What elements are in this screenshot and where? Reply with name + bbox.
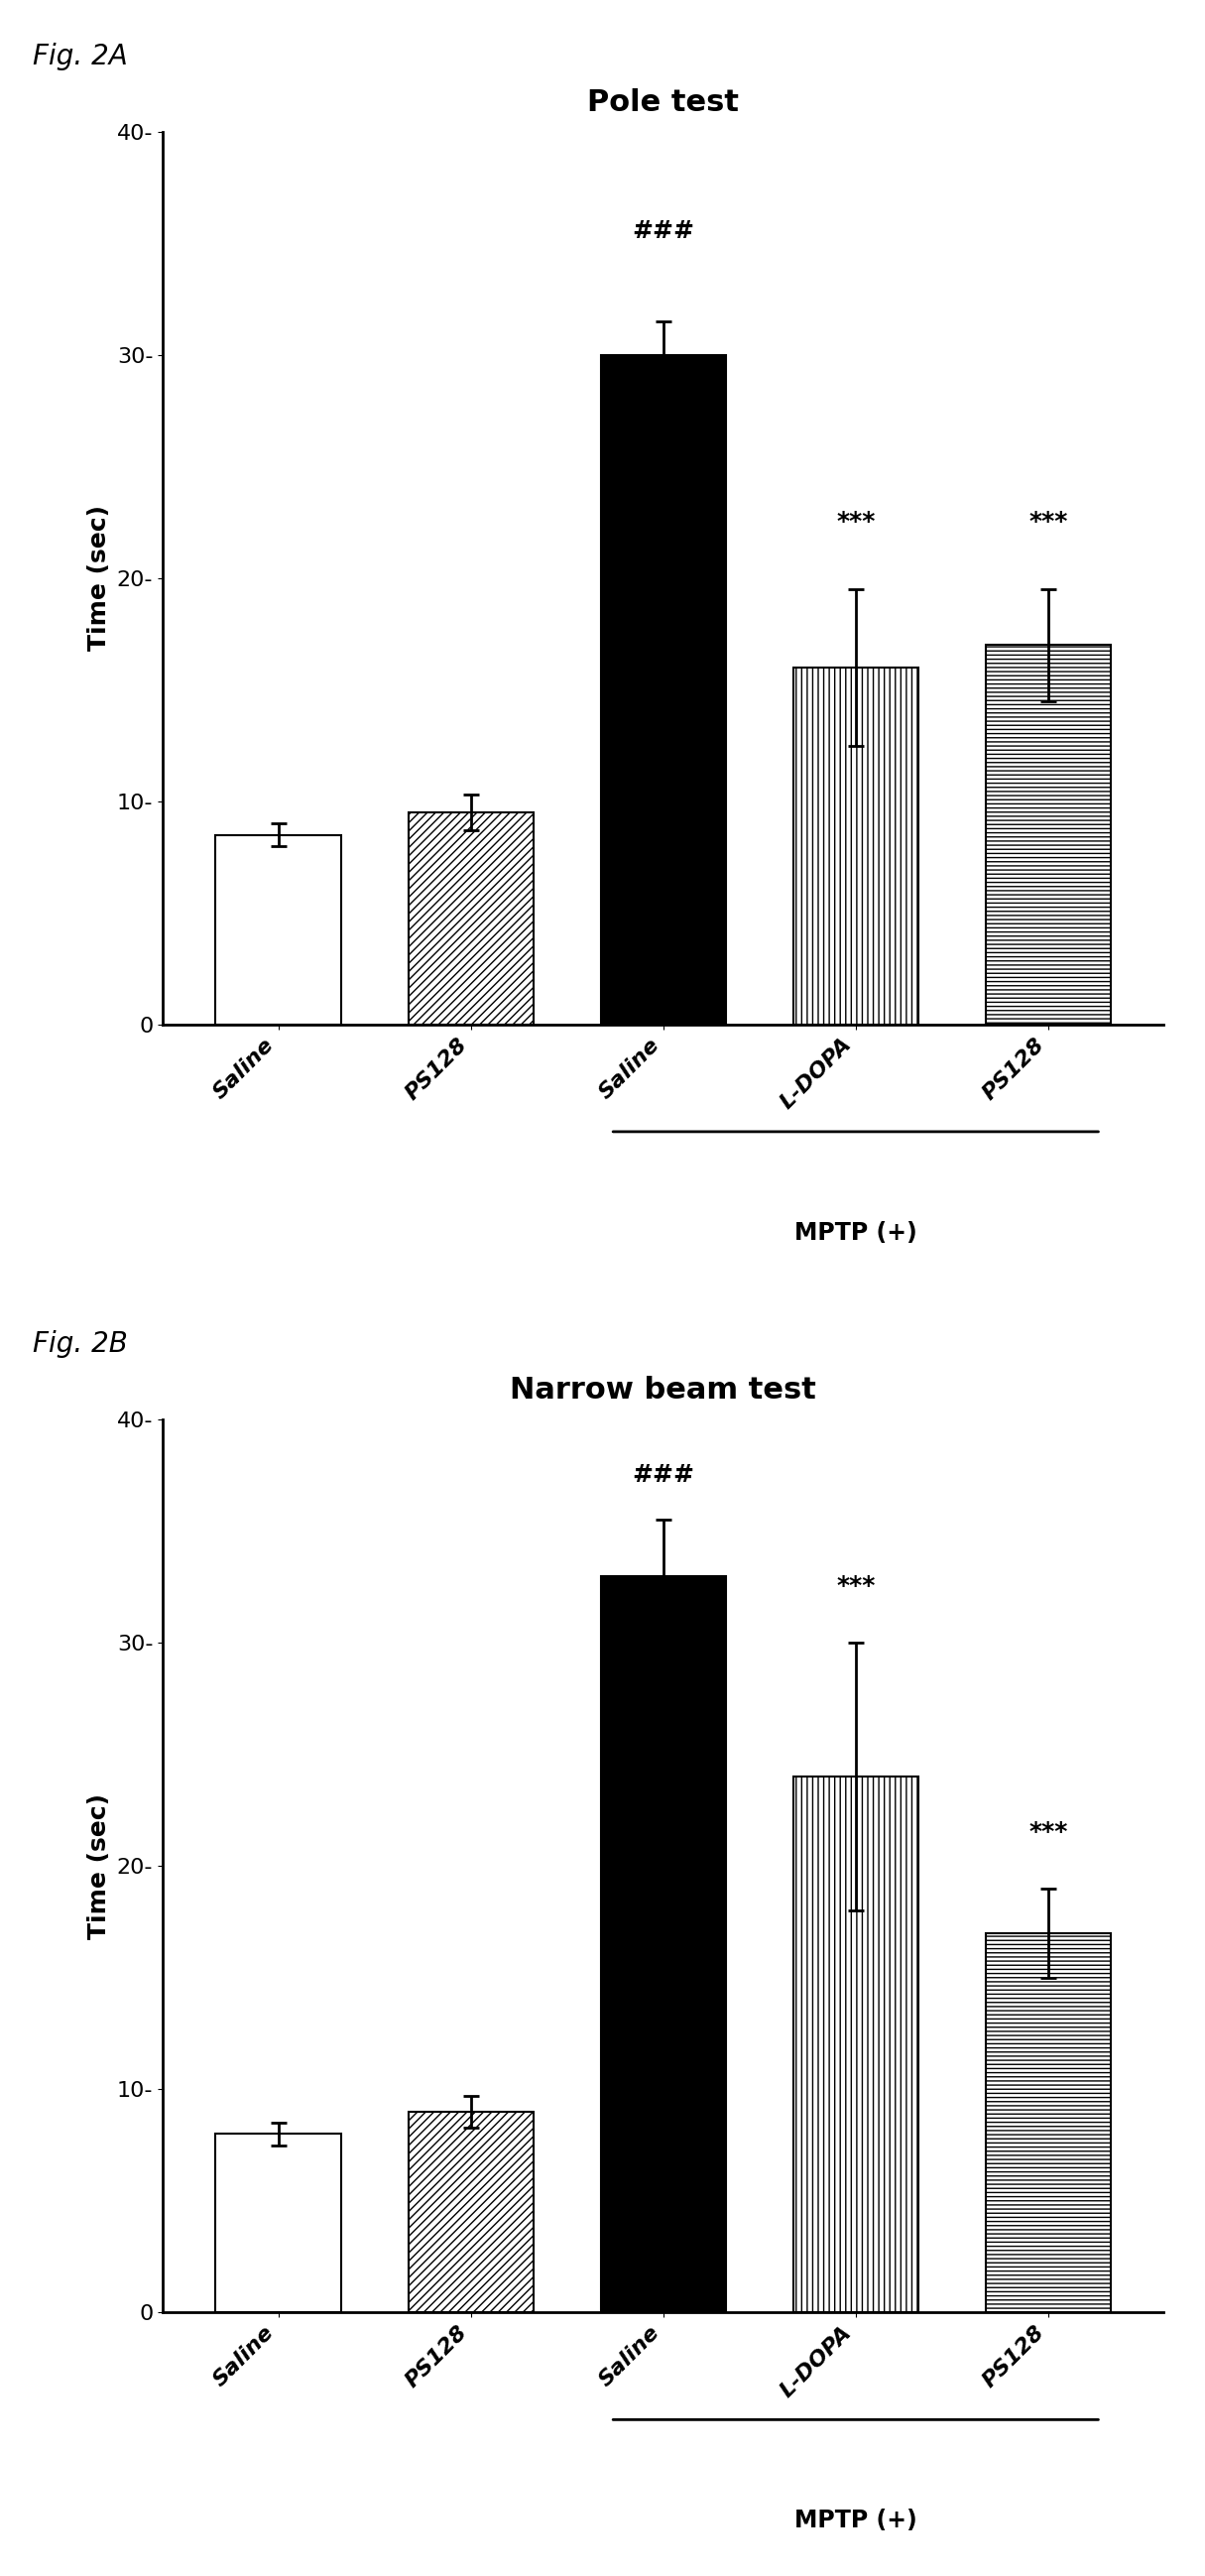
- Bar: [408, 811, 534, 1025]
- Text: MPTP (+): MPTP (+): [794, 2509, 917, 2532]
- Bar: [793, 1777, 918, 2313]
- Bar: [600, 355, 725, 1025]
- Title: Pole test: Pole test: [587, 88, 739, 116]
- Y-axis label: Time (sec): Time (sec): [88, 1793, 111, 1940]
- Y-axis label: Time (sec): Time (sec): [88, 505, 111, 652]
- Text: ###: ###: [631, 219, 694, 242]
- Text: Fig. 2A: Fig. 2A: [33, 41, 128, 70]
- Bar: [986, 644, 1111, 1025]
- Text: ***: ***: [836, 1574, 875, 1597]
- Bar: [793, 667, 918, 1025]
- Title: Narrow beam test: Narrow beam test: [510, 1376, 816, 1404]
- Text: MPTP (+): MPTP (+): [794, 1221, 917, 1244]
- Bar: [986, 1932, 1111, 2313]
- Text: ###: ###: [631, 1463, 694, 1486]
- Text: ***: ***: [1029, 1819, 1068, 1844]
- Text: ***: ***: [1029, 510, 1068, 533]
- Text: ***: ***: [836, 510, 875, 533]
- Bar: [216, 2133, 341, 2313]
- Bar: [600, 1577, 725, 2313]
- Bar: [216, 835, 341, 1025]
- Bar: [408, 2112, 534, 2313]
- Text: Fig. 2B: Fig. 2B: [33, 1329, 128, 1358]
